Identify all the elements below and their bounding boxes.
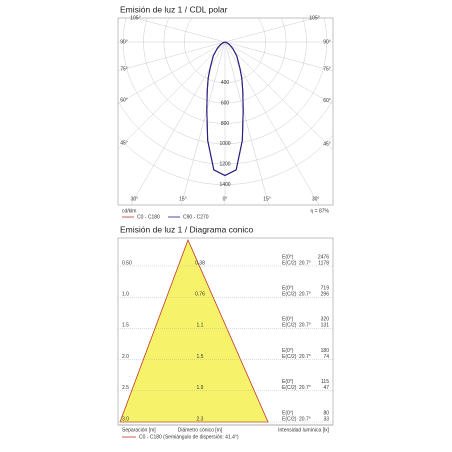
angle-label: 105°	[130, 15, 140, 21]
e0-label: E(0°)	[282, 286, 294, 292]
grid-ray	[118, 41, 226, 105]
e0-label: E(0°)	[282, 410, 294, 416]
legend-label: C0 - C180	[137, 214, 160, 220]
ec-value: 296	[321, 292, 330, 298]
ec-label: E(C/2)	[282, 292, 297, 298]
grid-ray	[224, 41, 320, 205]
angle-label: 30°	[312, 196, 320, 202]
footer-label: Separación [m]	[122, 427, 156, 433]
radial-label: 1400	[219, 182, 230, 188]
polar-title: Emisión de luz 1 / CDL polar	[120, 4, 228, 14]
angle-label: 15°	[263, 196, 271, 202]
polar-curve	[206, 41, 244, 177]
angle-label: 15°	[179, 196, 187, 202]
grid-ray	[224, 18, 316, 43]
ec-value: 47	[323, 385, 329, 391]
radial-label: 800	[221, 121, 230, 127]
e0-label: E(0°)	[282, 379, 294, 385]
angle-label: 75°	[323, 67, 331, 73]
angle: 20.7°	[299, 260, 311, 266]
grid-ray	[130, 41, 226, 205]
legend-label: C90 - C270	[183, 214, 209, 220]
polar-curves	[206, 41, 244, 177]
e0-label: E(0°)	[282, 348, 294, 354]
angle: 20.7°	[299, 385, 311, 391]
grid-ray	[118, 41, 226, 71]
e0-label: E(0°)	[282, 317, 294, 323]
e0-value: 719	[321, 286, 330, 292]
angle: 20.7°	[299, 292, 311, 298]
angle: 20.7°	[299, 323, 311, 329]
angle-label: 90°	[120, 39, 128, 45]
height: 2.5	[122, 385, 129, 391]
angle-label: 105°	[309, 15, 319, 21]
ec-value: 1178	[318, 260, 329, 266]
ec-label: E(C/2)	[282, 354, 297, 360]
angle-label: 60°	[323, 98, 331, 104]
efficiency: η = 87%	[311, 208, 330, 214]
angle-label: 45°	[120, 140, 128, 146]
radial-label: 1200	[219, 162, 230, 168]
ec-value: 74	[323, 354, 329, 360]
e0-value: 180	[321, 348, 330, 354]
radial-label: 1000	[219, 141, 230, 147]
polar-grid	[118, 18, 333, 205]
cone-title: Emisión de luz 1 / Diagrama conico	[120, 224, 254, 234]
polar-frame	[117, 17, 334, 206]
grid-ray	[118, 41, 226, 150]
height: 3.0	[122, 416, 129, 422]
radial-label: 400	[221, 80, 230, 86]
grid-ray	[134, 18, 226, 43]
footer-label: Intensidad lumínica [lx]	[278, 427, 329, 433]
angle-label: 90°	[323, 39, 331, 45]
angle-label: 30°	[131, 196, 139, 202]
diameter: 0.38	[195, 260, 205, 266]
height: 1.0	[122, 292, 129, 298]
unit: cd/klm	[122, 208, 136, 214]
diameter: 0.76	[195, 292, 205, 298]
e0-value: 320	[321, 317, 330, 323]
height: 1.5	[122, 323, 129, 329]
angle-label: 45°	[323, 141, 331, 147]
e0-value: 80	[323, 410, 329, 416]
diameter: 1.5	[197, 354, 204, 360]
grid-ray	[181, 41, 226, 205]
grid-ray	[224, 41, 269, 205]
ec-label: E(C/2)	[282, 260, 297, 266]
diameter: 1.1	[197, 323, 204, 329]
angle-label: 0°	[223, 196, 228, 202]
ec-label: E(C/2)	[282, 416, 297, 422]
e0-label: E(0°)	[282, 254, 294, 260]
radial-label: 600	[221, 100, 230, 106]
angle-label: 75°	[120, 66, 128, 72]
e0-value: 2476	[318, 254, 329, 260]
angle-label: 60°	[120, 98, 128, 104]
grid-ray	[224, 41, 333, 72]
grid-ray	[224, 41, 333, 151]
height: 2.0	[122, 354, 129, 360]
ec-label: E(C/2)	[282, 323, 297, 329]
e0-value: 115	[321, 379, 329, 385]
ec-label: E(C/2)	[282, 385, 297, 391]
ec-value: 33	[323, 416, 329, 422]
angle: 20.7°	[299, 416, 311, 422]
legend-label: C0 - C180 (Semiángulo de dispersión: 41.…	[139, 434, 239, 440]
footer-label: Diámetro cónico [m]	[178, 427, 223, 433]
diameter: 1.9	[197, 385, 204, 391]
ec-value: 131	[321, 323, 330, 329]
height: 0.50	[122, 260, 132, 266]
angle: 20.7°	[299, 354, 311, 360]
grid-ray	[224, 41, 333, 105]
diameter: 2.3	[197, 416, 204, 422]
cone	[119, 238, 269, 423]
